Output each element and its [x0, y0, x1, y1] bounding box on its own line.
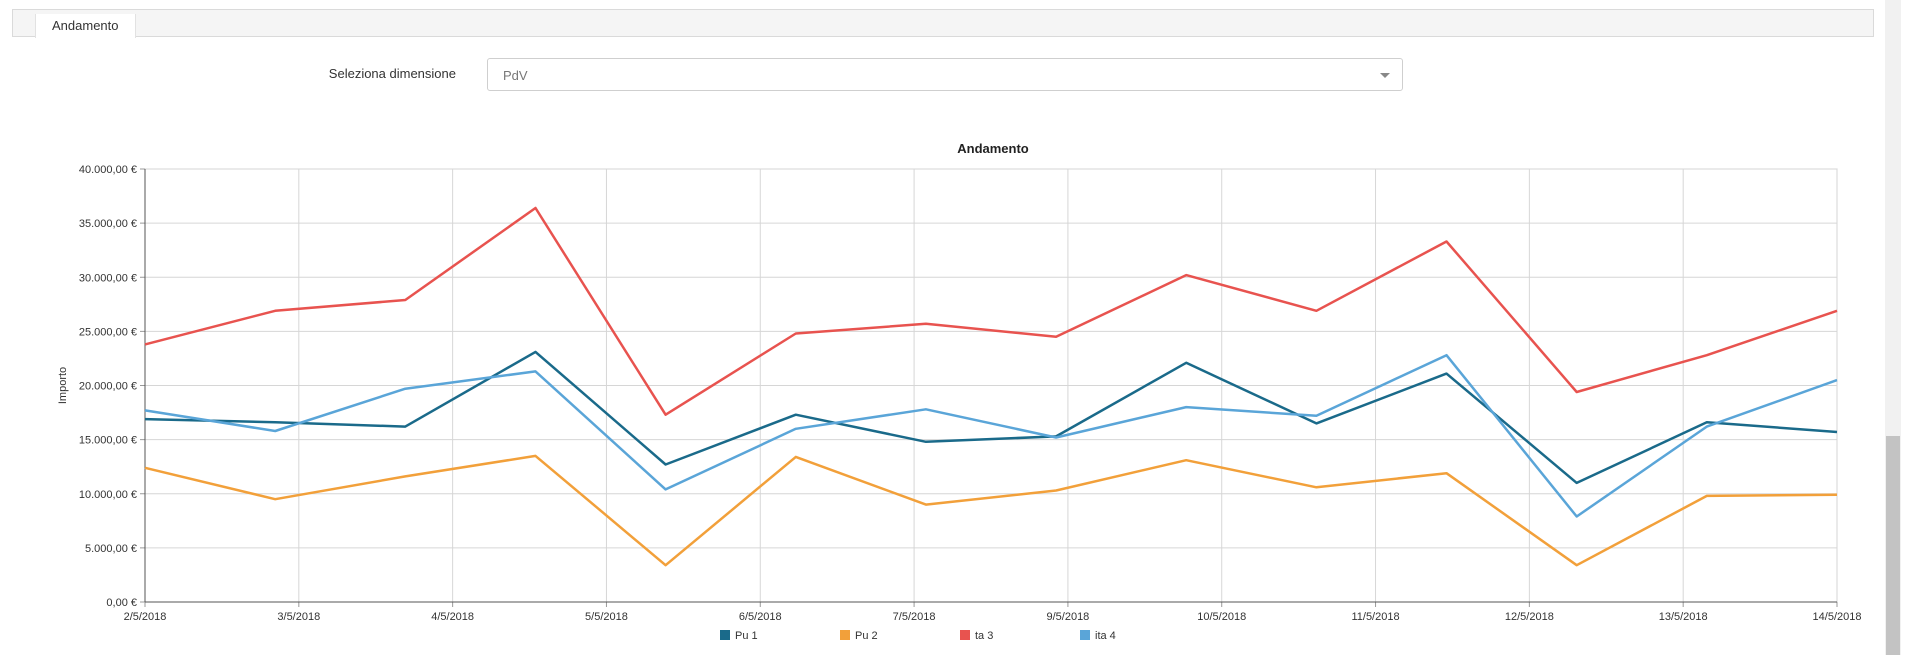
chart-title: Andamento — [957, 141, 1029, 156]
x-tick-label: 11/5/2018 — [1351, 611, 1399, 623]
dimension-label: Seleziona dimensione — [328, 66, 456, 81]
dimension-select-value: PdV — [503, 68, 528, 83]
legend-label: ta 3 — [975, 630, 993, 642]
legend-swatch — [960, 630, 970, 640]
scrollbar-thumb[interactable] — [1886, 436, 1900, 655]
y-tick-label: 40.000,00 € — [79, 164, 137, 176]
x-tick-label: 13/5/2018 — [1659, 611, 1708, 623]
legend-label: Pu 1 — [735, 630, 758, 642]
y-tick-label: 10.000,00 € — [79, 489, 137, 501]
series-line-1 — [144, 350, 1838, 485]
y-tick-label: 20.000,00 € — [79, 381, 137, 393]
series-line-4 — [144, 353, 1838, 518]
series-line-3 — [144, 206, 1838, 416]
vertical-scrollbar[interactable] — [1885, 0, 1901, 655]
line-chart: 0,00 € 5.000,00 € 10.000,00 € 15.000,00 € 20… — [57, 141, 1862, 642]
y-tick-label: 15.000,00 € — [79, 435, 137, 447]
legend-swatch — [840, 630, 850, 640]
tab-bar: Andamento — [12, 9, 1874, 38]
x-tick-label: 5/5/2018 — [585, 611, 628, 623]
tab-andamento[interactable]: Andamento — [35, 14, 136, 38]
legend-label: ita 4 — [1095, 630, 1116, 642]
chevron-down-icon — [1380, 73, 1390, 78]
y-axis-label: Importo — [57, 367, 69, 404]
x-tick-label: 4/5/2018 — [431, 611, 474, 623]
x-tick-label: 3/5/2018 — [277, 611, 320, 623]
x-tick-label: 7/5/2018 — [893, 611, 936, 623]
x-tick-label: 12/5/2018 — [1505, 611, 1554, 623]
legend-swatch — [1080, 630, 1090, 640]
dimension-select[interactable]: PdV — [487, 58, 1403, 91]
legend-label: Pu 2 — [855, 630, 878, 642]
x-tick-label: 10/5/2018 — [1197, 611, 1246, 623]
x-tick-label: 2/5/2018 — [124, 611, 167, 623]
y-tick-label: 35.000,00 € — [79, 218, 137, 230]
x-tick-label: 14/5/2018 — [1813, 611, 1862, 623]
y-tick-label: 25.000,00 € — [79, 326, 137, 338]
y-tick-label: 30.000,00 € — [79, 272, 137, 284]
series-line-2 — [144, 454, 1838, 567]
x-tick-label: 6/5/2018 — [739, 611, 782, 623]
legend-swatch — [720, 630, 730, 640]
y-tick-label: 5.000,00 € — [85, 543, 137, 555]
y-tick-label: 0,00 € — [106, 597, 137, 609]
x-tick-label: 9/5/2018 — [1046, 611, 1089, 623]
